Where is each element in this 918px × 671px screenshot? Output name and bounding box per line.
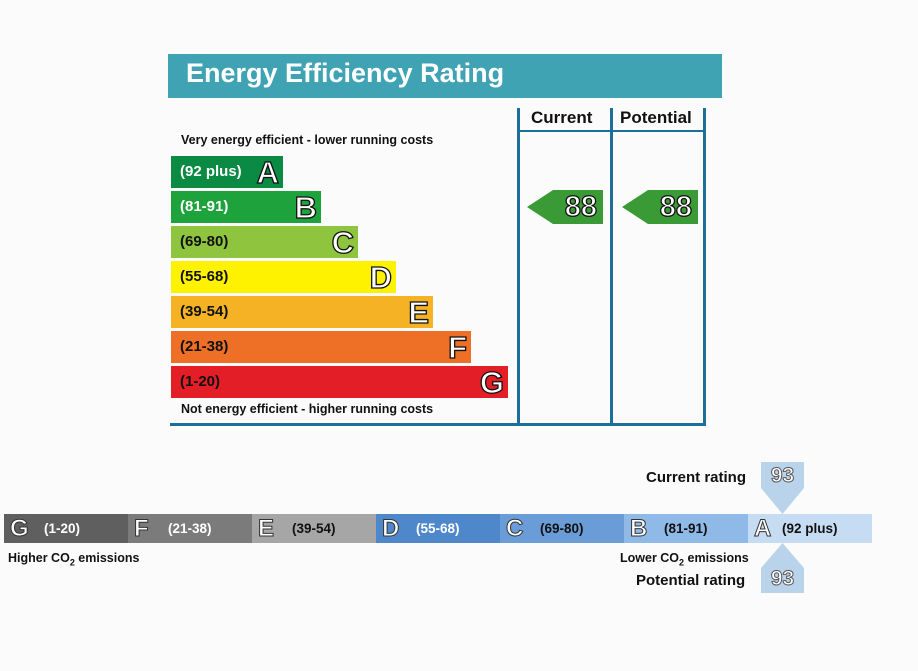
co2-segment-c: C (69-80) — [500, 514, 624, 543]
band-letter: E — [408, 294, 430, 330]
frame-divider-1 — [517, 108, 520, 426]
potential-rating-label: Potential rating — [636, 572, 746, 589]
current-rating-label: Current rating — [646, 469, 747, 486]
frame-bottom — [170, 423, 706, 426]
band-range-label: (39-54) — [180, 303, 229, 320]
co2-segment-d: D (55-68) — [376, 514, 500, 543]
co2-segment-range: (81-91) — [664, 521, 708, 536]
co2-segment-range: (39-54) — [292, 521, 336, 536]
co2-segment-e: E (39-54) — [252, 514, 376, 543]
co2-segment-range: (1-20) — [44, 521, 81, 536]
band-range-label: (21-38) — [180, 338, 229, 355]
band-d: (55-68) D — [171, 259, 396, 296]
band-letter: A — [256, 154, 280, 190]
current-co2-value: 93 — [770, 464, 795, 488]
co2-segment-letter: F — [134, 515, 150, 543]
current-column-header: Current — [531, 108, 593, 127]
frame-divider-2 — [610, 108, 613, 426]
current-rating-value: 88 — [564, 190, 598, 223]
band-b: (81-91) B — [171, 189, 321, 226]
band-letter: G — [479, 364, 504, 400]
lower-co2-note: Lower CO2 emissions — [620, 551, 749, 568]
band-f: (21-38) F — [171, 329, 471, 366]
frame-right-edge — [703, 108, 706, 426]
co2-segment-range: (55-68) — [416, 521, 460, 536]
band-range-label: (1-20) — [180, 373, 221, 390]
title-bar — [168, 54, 722, 98]
co2-segment-a: A (92 plus) — [748, 514, 872, 543]
co2-segment-g: G (1-20) — [4, 514, 128, 543]
potential-column-header: Potential — [620, 108, 692, 127]
band-letter: D — [369, 259, 393, 295]
potential-rating-marker: 93 — [761, 543, 804, 593]
band-range-label: (69-80) — [180, 233, 229, 250]
co2-segment-letter: D — [381, 515, 400, 543]
potential-rating-value: 88 — [659, 190, 693, 223]
band-range-label: (81-91) — [180, 198, 229, 215]
co2-segment-f: F (21-38) — [128, 514, 252, 543]
band-range-label: (92 plus) — [180, 163, 242, 180]
band-e: (39-54) E — [171, 294, 433, 331]
co2-segment-b: B (81-91) — [624, 514, 748, 543]
current-rating-arrow: 88 — [527, 190, 603, 224]
bottom-note: Not energy efficient - higher running co… — [181, 402, 434, 416]
band-c: (69-80) C — [171, 224, 358, 261]
band-letter: B — [294, 189, 318, 225]
co2-segment-letter: A — [753, 515, 772, 543]
band-range-label: (55-68) — [180, 268, 229, 285]
header-rule — [517, 130, 706, 132]
potential-rating-arrow: 88 — [622, 190, 698, 224]
current-rating-marker: 93 — [761, 462, 804, 514]
band-letter: F — [447, 329, 467, 365]
band-g: (1-20) G — [171, 364, 508, 401]
band-a: (92 plus) A — [171, 154, 283, 191]
co2-segment-range: (92 plus) — [782, 521, 838, 536]
co2-segment-range: (21-38) — [168, 521, 212, 536]
potential-co2-value: 93 — [770, 567, 795, 591]
band-letter: C — [331, 224, 355, 260]
co2-segment-range: (69-80) — [540, 521, 584, 536]
co2-segment-letter: B — [629, 515, 648, 543]
co2-segment-letter: C — [505, 515, 524, 543]
top-note: Very energy efficient - lower running co… — [181, 133, 434, 147]
co2-segment-letter: G — [10, 515, 30, 543]
higher-co2-note: Higher CO2 emissions — [8, 551, 140, 568]
co2-segment-letter: E — [257, 515, 275, 543]
chart-title: Energy Efficiency Rating — [186, 58, 505, 88]
